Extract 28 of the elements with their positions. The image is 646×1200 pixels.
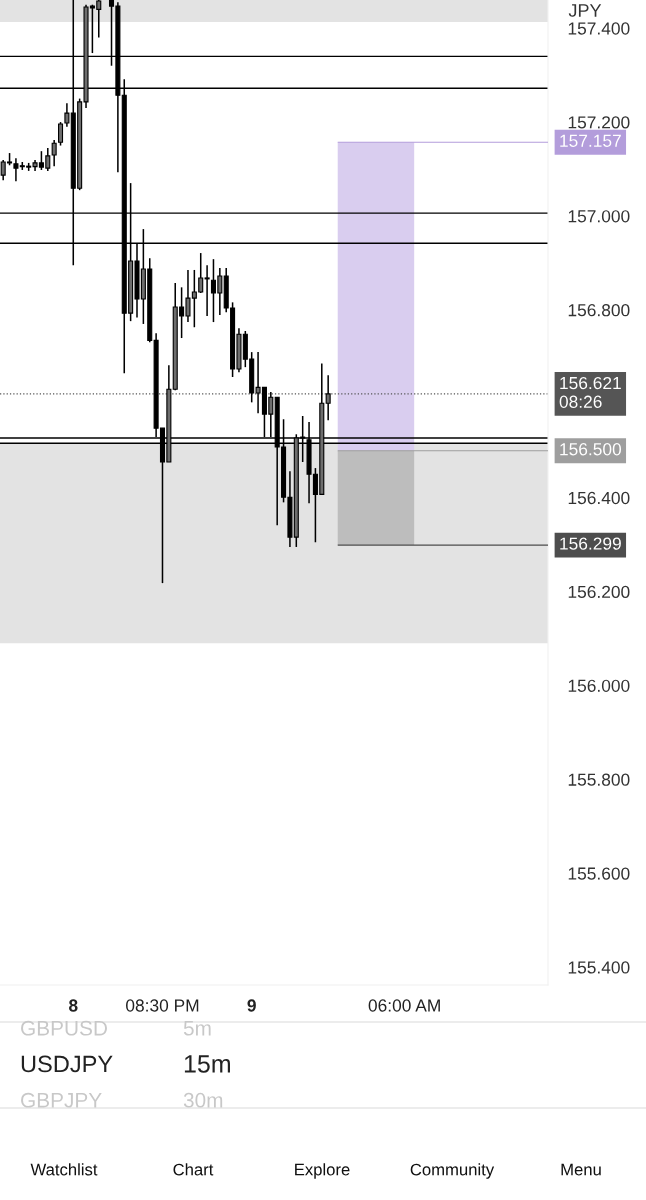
y-tick-label: 156.200 [568,585,630,599]
text: JPY [568,4,602,17]
text: Watchlist [30,1163,98,1176]
x-tick-label: 8 [69,999,78,1012]
y-tick-label: 157.200 [568,116,630,129]
ref-line-label: 156.621 08:26 [559,376,621,408]
ref-line-label: 156.500 [560,443,622,456]
text: Chart [173,1163,214,1176]
ref-line-label: 156.299 [560,537,621,550]
y-tick-label: 155.800 [568,773,630,786]
text: Community [410,1163,495,1179]
y-tick-label: 156.000 [568,679,630,692]
text: Menu [561,1163,601,1176]
y-tick-label: 155.600 [568,867,630,880]
x-tick-label: 08:30 PM [126,999,199,1012]
candlestick [325,374,331,421]
text: Explore [295,1163,350,1179]
y-tick-label: 155.400 [568,961,630,974]
y-tick-label: 156.800 [568,304,630,317]
ref-line-label: 157.157 [560,134,621,147]
y-tick-label: 157.400 [568,22,630,35]
text: 15m [184,1055,230,1073]
x-tick-label: 06:00 AM [368,999,440,1012]
y-tick-label: 157.000 [568,210,630,223]
y-tick-label: 156.400 [568,491,630,505]
text: USDJPY [21,1055,113,1073]
x-tick-label: 9 [247,999,256,1012]
candlestick [51,139,57,167]
